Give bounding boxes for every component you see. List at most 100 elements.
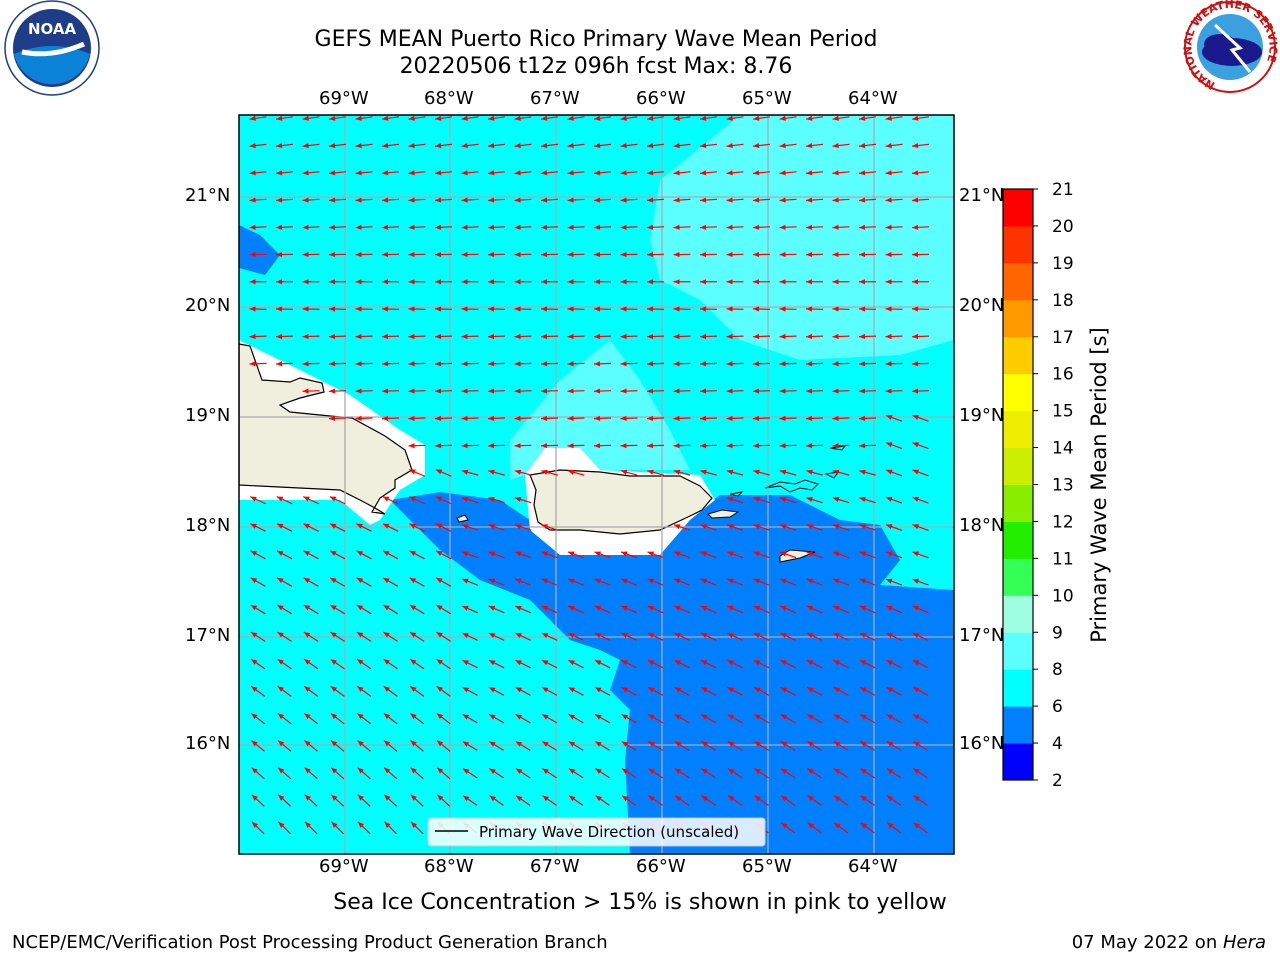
- colorbar-tick-label: 13: [1052, 476, 1074, 496]
- wave-arrow: [514, 361, 532, 367]
- wave-arrow: [752, 170, 771, 176]
- wave-arrow: [593, 333, 612, 340]
- wave-arrow: [462, 659, 478, 669]
- wave-arrow: [593, 361, 612, 367]
- wave-arrow: [832, 605, 850, 614]
- wave-arrow: [646, 279, 665, 285]
- wave-arrow: [885, 388, 903, 394]
- wave-arrow: [330, 712, 345, 725]
- wave-arrow: [381, 333, 400, 340]
- wave-arrow: [277, 767, 292, 780]
- wave-arrow: [329, 577, 346, 587]
- wave-arrow: [410, 767, 424, 780]
- wave-arrow: [753, 740, 770, 751]
- lon-label-top: 68°W: [424, 88, 474, 109]
- wave-arrow: [381, 251, 400, 258]
- wave-arrow: [514, 496, 532, 504]
- wave-arrow: [593, 279, 612, 285]
- wave-arrow: [779, 443, 797, 449]
- colorbar-tick-label: 19: [1052, 254, 1074, 274]
- wave-arrow: [886, 632, 902, 641]
- wave-arrow: [912, 496, 929, 504]
- contour-4-6-northwest: [239, 225, 280, 275]
- wave-arrow: [858, 279, 877, 285]
- wave-arrow: [699, 306, 718, 312]
- wave-arrow: [779, 251, 797, 258]
- wave-arrow: [542, 795, 557, 806]
- wave-arrow: [885, 306, 903, 312]
- wave-arrow: [805, 415, 824, 421]
- wave-arrow: [302, 170, 320, 176]
- wave-arrow: [620, 605, 638, 614]
- wave-arrow: [726, 388, 744, 394]
- wave-arrow: [328, 115, 347, 121]
- wave-arrow: [779, 496, 797, 504]
- wave-arrow: [860, 768, 875, 779]
- wave-arrow: [436, 685, 451, 697]
- wave-arrow: [726, 496, 744, 504]
- wave-arrow: [567, 605, 585, 614]
- wave-arrow: [858, 115, 877, 121]
- wave-arrow: [752, 333, 771, 340]
- wave-arrow: [303, 550, 319, 560]
- lon-label-bottom: 67°W: [530, 856, 580, 877]
- wave-arrow: [249, 224, 267, 230]
- wave-arrow: [355, 224, 373, 230]
- wave-arrow: [859, 524, 876, 531]
- wave-arrow: [805, 443, 824, 449]
- wave-arrow: [647, 659, 664, 669]
- wave-arrow: [593, 306, 612, 312]
- wave-arrow: [832, 224, 850, 230]
- wave-arrow: [620, 333, 638, 340]
- legend-label: Primary Wave Direction (unscaled): [479, 823, 739, 841]
- wave-arrow: [911, 388, 930, 394]
- island-mona: [456, 514, 469, 523]
- wave-arrow: [593, 197, 612, 203]
- wave-arrow: [303, 658, 319, 670]
- colorbar-segment: [1003, 595, 1033, 633]
- wave-arrow: [303, 496, 319, 505]
- wave-arrow: [436, 658, 451, 670]
- wave-arrow: [780, 713, 796, 724]
- wave-arrow: [674, 740, 690, 751]
- wave-arrow: [304, 767, 318, 780]
- wave-arrow: [673, 115, 691, 121]
- wave-arrow: [328, 361, 347, 367]
- wave-arrow: [700, 740, 717, 751]
- wave-arrow: [303, 523, 319, 532]
- wave-arrow: [461, 605, 479, 614]
- wave-arrow: [328, 388, 347, 394]
- wave-arrow: [674, 659, 690, 669]
- wave-arrow: [593, 143, 612, 149]
- wave-arrow: [859, 496, 876, 504]
- wave-arrow: [567, 197, 585, 203]
- wave-direction-arrows: [249, 115, 930, 835]
- lat-label-right: 19°N: [959, 405, 1005, 426]
- wave-arrow: [409, 712, 425, 725]
- colorbar-tick-label: 17: [1052, 328, 1074, 348]
- wave-arrow: [886, 686, 902, 696]
- wave-arrow: [408, 224, 426, 230]
- wave-arrow: [355, 388, 373, 394]
- land-puerto-rico: [529, 469, 713, 535]
- wave-arrow: [806, 605, 823, 614]
- wave-arrow: [276, 523, 293, 532]
- wave-arrow: [593, 388, 612, 394]
- wave-arrow: [700, 713, 717, 724]
- wave-arrow: [355, 143, 373, 149]
- wave-arrow: [858, 333, 877, 340]
- wave-arrow: [356, 685, 372, 697]
- wave-arrow: [779, 415, 797, 421]
- wave-arrow: [859, 686, 876, 696]
- wave-arrow: [382, 550, 399, 560]
- wave-arrow: [487, 251, 506, 258]
- wave-arrow: [806, 659, 823, 669]
- wave-arrow: [410, 794, 424, 807]
- wave-arrow: [250, 712, 266, 725]
- lon-label-bottom: 66°W: [636, 856, 686, 877]
- wave-arrow: [461, 443, 479, 449]
- wave-arrow: [620, 143, 638, 149]
- wave-arrow: [620, 224, 638, 230]
- colorbar-segment: [1003, 336, 1033, 375]
- wave-arrow: [461, 143, 479, 149]
